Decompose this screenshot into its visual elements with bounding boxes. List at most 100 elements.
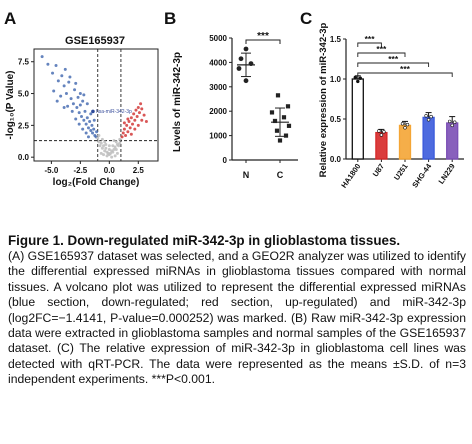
levels-point-c	[285, 104, 291, 109]
volcano-point	[121, 131, 125, 135]
volcano-point	[69, 97, 73, 101]
volcano-point	[82, 118, 86, 122]
expression-significance-label: ***	[400, 64, 411, 74]
volcano-point	[104, 146, 108, 150]
relative-expression-bar-chart: 0.0 0.5 1.0 1.5 HA1800 U87 U251 SHG-44 LN229 ***…	[318, 22, 464, 190]
expression-y-tick-label: 0.5	[330, 115, 342, 124]
volcano-point	[125, 123, 129, 127]
expression-replicate-point	[450, 123, 454, 128]
volcano-point	[136, 123, 140, 127]
volcano-point	[92, 127, 96, 131]
volcano-point	[70, 109, 74, 113]
volcano-x-tick-label: -2.5	[73, 166, 87, 175]
volcano-point	[140, 107, 144, 111]
expression-replicate-point	[377, 129, 381, 133]
volcano-point	[46, 62, 50, 66]
volcano-point	[142, 113, 146, 117]
volcano-point	[62, 84, 66, 88]
volcano-point	[135, 114, 139, 118]
volcano-point	[124, 134, 128, 138]
expression-replicate-point	[358, 76, 362, 80]
volcano-point	[100, 146, 104, 150]
volcano-point	[59, 94, 63, 98]
expression-replicate-point	[405, 122, 410, 127]
expression-replicate-point	[400, 122, 405, 126]
panel-letter-a: A	[4, 9, 16, 28]
volcano-point	[114, 140, 118, 144]
expression-significance-bracket	[357, 52, 406, 57]
volcano-point	[81, 127, 85, 131]
volcano-point	[118, 141, 122, 145]
volcano-point	[114, 148, 118, 152]
expression-replicate-point	[353, 75, 357, 80]
volcano-point	[111, 150, 115, 154]
volcano-plot-frame	[33, 48, 159, 162]
volcano-plot: GSE165937 -5.0 -2.5 0.0 2.5 0.0 2.5 5.0 7.5 hsa…	[5, 35, 159, 188]
levels-y-tick-label: 4000	[209, 58, 227, 67]
volcano-point	[102, 153, 106, 157]
caption-body: (A) GSE165937 dataset was selected, and …	[8, 249, 466, 387]
volcano-point	[127, 120, 131, 124]
expression-replicate-point	[382, 130, 386, 134]
volcano-point	[54, 64, 58, 68]
volcano-point	[132, 112, 136, 116]
volcano-point	[99, 141, 103, 145]
levels-significance-bracket	[245, 39, 281, 44]
volcano-point	[84, 122, 88, 126]
expression-bar	[351, 78, 364, 160]
volcano-point	[137, 111, 141, 115]
volcano-point	[115, 151, 119, 155]
volcano-point	[86, 135, 90, 139]
expression-replicate-point	[379, 133, 384, 137]
levels-point-c	[277, 138, 283, 143]
volcano-point	[52, 89, 56, 93]
expression-significance-bracket	[357, 42, 382, 47]
levels-point-c	[272, 118, 278, 124]
volcano-y-tick-label: 5.0	[18, 90, 30, 99]
volcano-point	[131, 122, 135, 126]
volcano-point	[85, 102, 89, 106]
expression-x-tick-label: U251	[392, 162, 410, 182]
volcano-point	[136, 106, 140, 110]
volcano-point	[103, 140, 107, 144]
volcano-point	[105, 154, 109, 158]
volcano-point	[74, 81, 78, 85]
volcano-point	[55, 99, 59, 103]
levels-y-tick-label: 0	[223, 156, 228, 165]
levels-y-tick-label: 3000	[209, 83, 227, 92]
volcano-point	[126, 130, 130, 134]
volcano-point	[82, 93, 86, 97]
expression-y-axis-label: Relative expression of miR-342-3p	[318, 22, 329, 177]
volcano-y-tick-label: 7.5	[18, 58, 30, 67]
volcano-point	[88, 120, 92, 124]
levels-significance-label: ***	[257, 31, 269, 42]
volcano-point	[78, 92, 82, 96]
expression-x-tick-label: U87	[371, 162, 386, 178]
volcano-point	[111, 144, 115, 148]
volcano-point	[63, 67, 67, 71]
volcano-point	[112, 148, 116, 152]
levels-point-n	[243, 46, 249, 52]
levels-point-c	[281, 115, 287, 120]
volcano-x-axis-label: log₂(Fold Change)	[53, 177, 140, 188]
expression-replicate-point	[426, 118, 431, 122]
volcano-point	[77, 122, 81, 126]
volcano-point	[91, 131, 95, 135]
volcano-point	[71, 102, 75, 106]
levels-x-tick-label: C	[277, 170, 284, 180]
levels-point-c	[286, 123, 292, 128]
levels-point-n	[238, 56, 244, 62]
volcano-annotation-label: hsa-miR-342-3p	[96, 109, 132, 115]
volcano-point	[84, 131, 88, 135]
expression-y-tick-label: 1.5	[330, 35, 342, 44]
volcano-point	[51, 71, 55, 75]
volcano-point	[75, 106, 79, 110]
volcano-point	[56, 79, 60, 83]
volcano-point	[107, 144, 111, 148]
panel-letter-c: C	[300, 9, 312, 28]
expression-replicate-point	[448, 119, 452, 124]
levels-y-tick-label: 1000	[209, 132, 227, 141]
expression-bar	[398, 124, 412, 160]
volcano-y-axis-label: -log₁₀(P Value)	[5, 70, 16, 139]
volcano-title: GSE165937	[65, 35, 125, 47]
